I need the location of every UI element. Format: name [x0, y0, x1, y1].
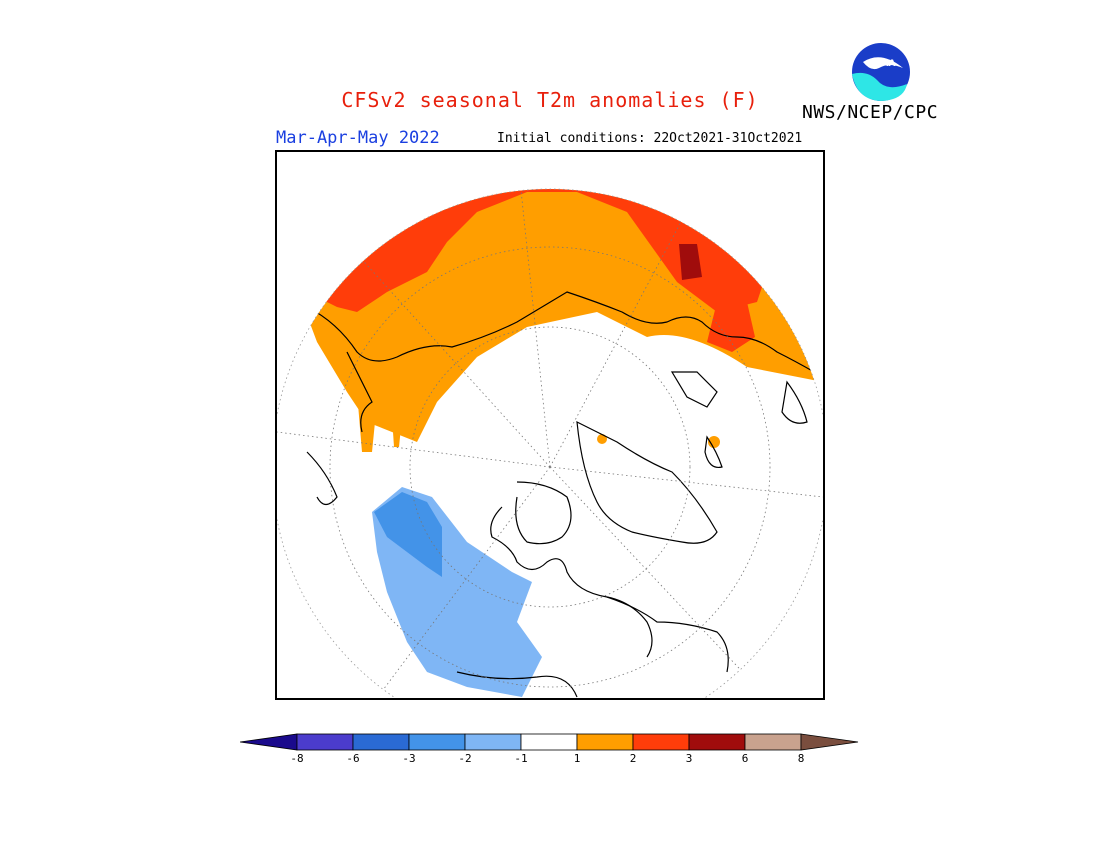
colorbar-swatch — [520, 733, 578, 751]
colorbar-tick-label: -1 — [514, 752, 528, 765]
initial-conditions-label: Initial conditions: 22Oct2021-31Oct2021 — [497, 131, 803, 146]
colorbar-swatch — [576, 733, 634, 751]
colorbar-swatch — [408, 733, 466, 751]
colorbar-swatch — [744, 733, 802, 751]
logo-text: NOAA — [867, 59, 896, 69]
colorbar-swatch — [632, 733, 690, 751]
colorbar-right-arrow — [800, 733, 859, 751]
colorbar-left-arrow — [240, 733, 298, 751]
colorbar-swatch — [296, 733, 354, 751]
coastlines — [306, 291, 823, 698]
colorbar-tick-label: -3 — [402, 752, 416, 765]
colorbar-tick-label: 3 — [685, 752, 693, 765]
colorbar-swatch — [464, 733, 522, 751]
colorbar-tick-label: 2 — [629, 752, 637, 765]
colorbar-tick-label: 6 — [741, 752, 749, 765]
map-frame — [275, 150, 825, 700]
colorbar-swatch — [352, 733, 410, 751]
season-label: Mar-Apr-May 2022 — [276, 128, 440, 148]
colorbar-tick-label: -6 — [346, 752, 360, 765]
colorbar-tick-label: -8 — [290, 752, 304, 765]
noaa-logo: NOAA — [849, 40, 913, 104]
colorbar-tick-label: -2 — [458, 752, 472, 765]
colorbar-swatch — [688, 733, 746, 751]
graticule — [277, 189, 823, 698]
map-title: CFSv2 seasonal T2m anomalies (F) — [341, 88, 759, 112]
agency-label: NWS/NCEP/CPC — [802, 102, 939, 123]
colorbar-tick-label: 8 — [797, 752, 805, 765]
colorbar — [240, 733, 859, 751]
polar-map — [277, 188, 823, 698]
anomaly-minus2-minus3-region — [374, 492, 442, 577]
colorbar-tick-label: 1 — [573, 752, 581, 765]
